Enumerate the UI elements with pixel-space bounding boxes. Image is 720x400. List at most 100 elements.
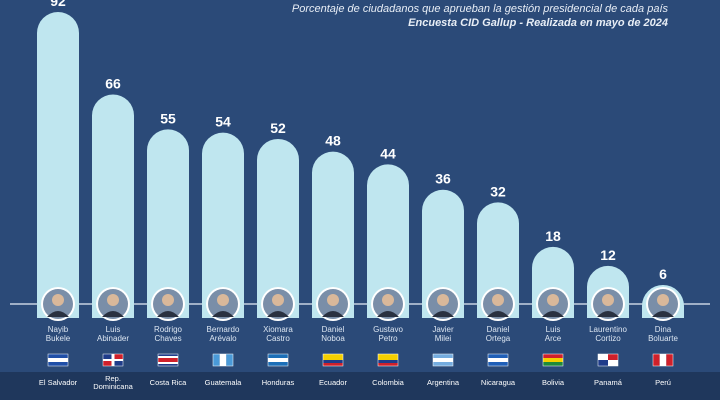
- avatar-body-icon: [487, 311, 509, 317]
- avatar-body-icon: [432, 311, 454, 317]
- bar-value-label: 55: [160, 110, 176, 126]
- bar: [422, 189, 464, 318]
- country-flag-icon: [102, 353, 124, 367]
- president-name-label: Laurentino: [589, 325, 627, 334]
- country-label: Dominicana: [93, 382, 133, 391]
- country-flag-icon: [487, 353, 509, 367]
- president-name-label: Bernardo: [207, 325, 240, 334]
- avatar-body-icon: [597, 311, 619, 317]
- president-name-label: Xiomara: [263, 325, 293, 334]
- bar: [312, 151, 354, 318]
- country-flag-icon: [597, 353, 619, 367]
- bar-value-label: 6: [659, 266, 667, 282]
- country-flag-icon: [542, 353, 564, 367]
- bar-value-label: 48: [325, 133, 341, 149]
- bar-value-label: 18: [545, 228, 561, 244]
- bar-value-label: 54: [215, 114, 231, 130]
- country-label: Costa Rica: [150, 378, 188, 387]
- bar-value-label: 66: [105, 76, 121, 92]
- country-footer-band: [0, 372, 720, 400]
- avatar-head-icon: [327, 294, 339, 306]
- bar-value-label: 52: [270, 120, 286, 136]
- bar: [202, 132, 244, 318]
- avatar-head-icon: [657, 294, 669, 306]
- president-name-label: Nayib: [48, 325, 69, 334]
- avatar-head-icon: [437, 294, 449, 306]
- president-name-label: Petro: [378, 334, 398, 343]
- chart-subtitle: Porcentaje de ciudadanos que aprueban la…: [292, 2, 668, 30]
- country-label: Nicaragua: [481, 378, 516, 387]
- avatar-head-icon: [162, 294, 174, 306]
- country-flag-icon: [432, 353, 454, 367]
- bar-value-label: 32: [490, 183, 506, 199]
- country-label: Bolivia: [542, 378, 565, 387]
- avatar-body-icon: [102, 311, 124, 317]
- bar: [147, 129, 189, 318]
- bar: [37, 12, 79, 318]
- country-label: Argentina: [427, 378, 460, 387]
- country-flag-icon: [377, 353, 399, 367]
- president-name-label: Dina: [655, 325, 672, 334]
- president-name-label: Daniel: [322, 325, 345, 334]
- bar-value-label: 92: [50, 0, 66, 9]
- avatar-head-icon: [547, 294, 559, 306]
- avatar-head-icon: [217, 294, 229, 306]
- president-name-label: Luis: [106, 325, 121, 334]
- avatar-body-icon: [322, 311, 344, 317]
- subtitle-line-1: Porcentaje de ciudadanos que aprueban la…: [291, 3, 668, 15]
- country-flag-icon: [47, 353, 69, 367]
- avatar-body-icon: [652, 311, 674, 317]
- avatar-head-icon: [602, 294, 614, 306]
- president-name-label: Cortizo: [595, 334, 621, 343]
- avatar-body-icon: [157, 311, 179, 317]
- country-label: Ecuador: [319, 378, 347, 387]
- bar: [477, 202, 519, 318]
- country-label: Rep.: [105, 374, 121, 383]
- president-name-label: Abinader: [97, 334, 129, 343]
- avatar-head-icon: [272, 294, 284, 306]
- president-name-label: Luis: [546, 325, 561, 334]
- bar: [92, 94, 134, 319]
- president-name-label: Arévalo: [209, 334, 237, 343]
- avatar-body-icon: [212, 311, 234, 317]
- country-flag-icon: [652, 353, 674, 367]
- president-name-label: Boluarte: [648, 334, 678, 343]
- avatar-body-icon: [267, 311, 289, 317]
- president-name-label: Gustavo: [373, 325, 403, 334]
- president-name-label: Arce: [545, 334, 562, 343]
- president-name-label: Chaves: [154, 334, 181, 343]
- president-name-label: Bukele: [46, 334, 71, 343]
- country-flag-icon: [157, 353, 179, 367]
- bar-value-label: 36: [435, 171, 451, 187]
- president-name-label: Ortega: [486, 334, 511, 343]
- president-name-label: Daniel: [487, 325, 510, 334]
- avatar-body-icon: [47, 311, 69, 317]
- country-label: Guatemala: [205, 378, 243, 387]
- avatar-head-icon: [492, 294, 504, 306]
- president-name-label: Castro: [266, 334, 290, 343]
- bar-value-label: 44: [380, 145, 396, 161]
- president-name-label: Milei: [435, 334, 452, 343]
- country-label: Honduras: [262, 378, 295, 387]
- president-name-label: Noboa: [321, 334, 345, 343]
- country-flag-icon: [322, 353, 344, 367]
- subtitle-line-2: Encuesta CID Gallup - Realizada en mayo …: [408, 17, 668, 29]
- avatar-head-icon: [107, 294, 119, 306]
- bar-value-label: 12: [600, 247, 616, 263]
- avatar-head-icon: [52, 294, 64, 306]
- president-name-label: Javier: [432, 325, 454, 334]
- country-flag-icon: [267, 353, 289, 367]
